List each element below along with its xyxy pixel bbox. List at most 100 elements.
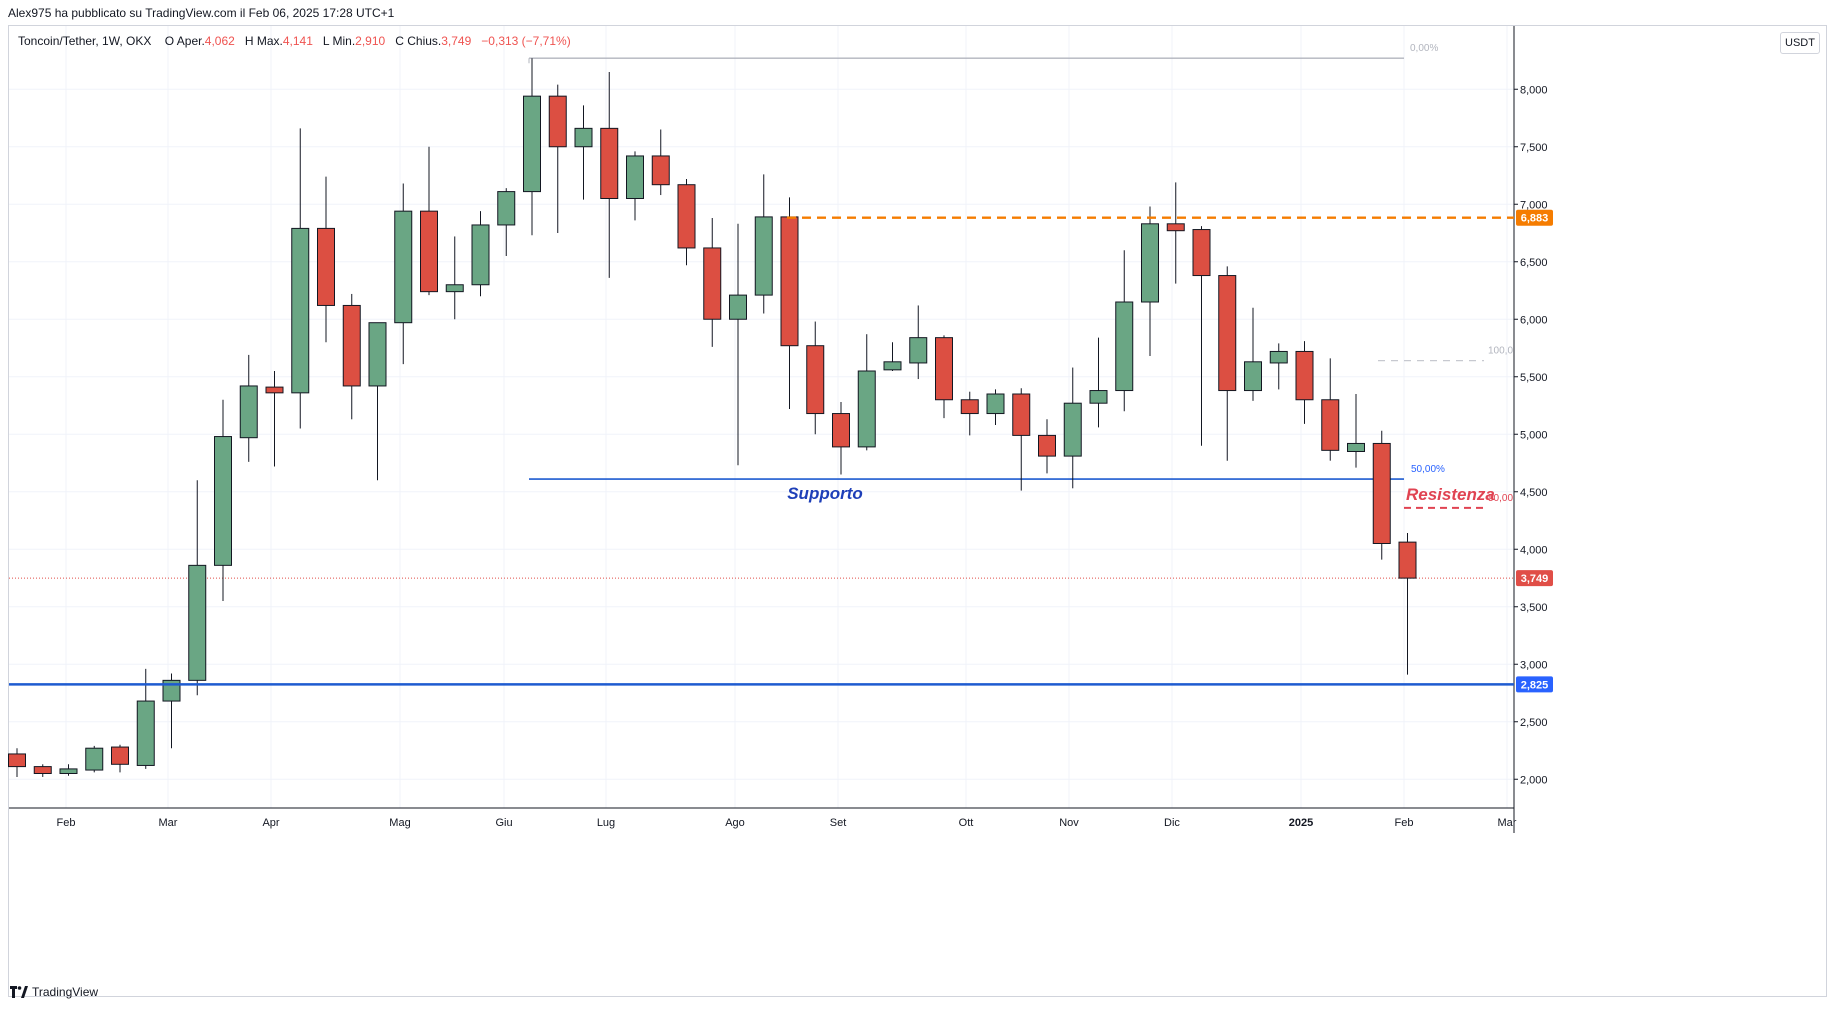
bearish-candle [1218, 275, 1237, 392]
bearish-candle [1372, 442, 1391, 545]
resistenza-annotation: Resistenza [1406, 485, 1495, 504]
bearish-candle [1166, 223, 1185, 232]
bearish-candle [832, 413, 850, 448]
bullish-candle [368, 322, 387, 387]
bearish-candle [651, 155, 670, 186]
time-tick-label: Mar [1498, 817, 1517, 829]
bullish-candle [1063, 402, 1082, 457]
bullish-candle [1269, 350, 1288, 364]
bullish-candle [188, 564, 207, 681]
time-tick-label: 2025 [1289, 817, 1313, 829]
change-value: −0,313 (−7,71%) [481, 34, 571, 48]
time-tick-label: Giu [495, 817, 512, 829]
close-value: 3,749 [441, 34, 472, 48]
bullish-candle [1089, 390, 1108, 404]
bullish-candle [883, 361, 902, 371]
price-tick-label: 4,500 [1520, 487, 1548, 499]
low-text: Min. [332, 34, 356, 48]
price-tick-label: 2,000 [1520, 774, 1548, 786]
bullish-candle [239, 385, 258, 439]
open-text: Aper. [176, 34, 205, 48]
open-label: O [164, 34, 175, 48]
bearish-candle [548, 95, 567, 148]
price-tick-label: 4,000 [1520, 544, 1548, 556]
support-price-label: 2,825 [1521, 679, 1549, 691]
bearish-candle [33, 766, 52, 774]
bearish-candle [703, 247, 722, 320]
high-value: 4,141 [282, 34, 313, 48]
price-tick-label: 3,500 [1520, 602, 1548, 614]
bullish-candle [85, 747, 104, 771]
bullish-candle [729, 294, 747, 320]
bullish-candle [626, 155, 644, 199]
fib-label: 50,00% [1411, 464, 1445, 475]
time-tick-label: Set [830, 817, 847, 829]
bearish-candle [111, 746, 129, 765]
current-price-tag [1516, 570, 1553, 587]
bullish-candle [1141, 223, 1159, 303]
bullish-candle [1347, 442, 1365, 453]
price-tick-label: 5,000 [1520, 429, 1548, 441]
bullish-candle [1244, 361, 1262, 392]
bearish-candle [1038, 434, 1056, 457]
bearish-candle [780, 216, 799, 347]
tradingview-logo-icon [10, 986, 28, 998]
bullish-candle [986, 393, 1005, 415]
fib-label: 50,00 [1488, 493, 1513, 504]
bearish-candle [1321, 399, 1340, 451]
time-tick-label: Ott [959, 817, 974, 829]
time-tick-label: Mar [159, 817, 178, 829]
bearish-candle [1192, 229, 1211, 277]
publisher-line: Alex975 ha pubblicato su TradingView.com… [8, 6, 395, 20]
price-tick-label: 7,000 [1520, 199, 1548, 211]
bearish-candle [600, 127, 619, 200]
bearish-candle [677, 184, 696, 249]
bullish-candle [523, 95, 541, 193]
low-label: L [322, 34, 330, 48]
time-tick-label: Nov [1059, 817, 1079, 829]
bearish-candle [342, 304, 361, 387]
bullish-candle [857, 370, 876, 448]
close-label: C [395, 34, 404, 48]
time-tick-label: Apr [262, 817, 279, 829]
open-value: 4,062 [204, 34, 235, 48]
time-tick-label: Feb [1395, 817, 1414, 829]
time-tick-label: Mag [389, 817, 410, 829]
time-tick-label: Feb [57, 817, 76, 829]
ohlc-legend: Toncoin/Tether, 1W, OKX O Aper.4,062 H M… [18, 34, 571, 48]
bearish-candle [317, 227, 335, 306]
symbol-name[interactable]: Toncoin/Tether, 1W, OKX [18, 34, 152, 48]
price-tick-label: 8,000 [1520, 84, 1548, 96]
bearish-candle [420, 210, 438, 293]
price-tick-label: 2,500 [1520, 717, 1548, 729]
currency-unit-button[interactable]: USDT [1780, 32, 1820, 54]
bullish-candle [909, 337, 928, 364]
bullish-candle [754, 216, 773, 296]
price-tick-label: 6,500 [1520, 257, 1548, 269]
supporto-annotation: Supporto [787, 484, 863, 503]
fib-label: 100,0 [1488, 346, 1513, 357]
bullish-candle [136, 700, 155, 766]
bullish-candle [59, 768, 78, 775]
price-tick-label: 6,000 [1520, 314, 1548, 326]
current-price-label: 3,749 [1521, 573, 1549, 585]
bullish-candle [1115, 301, 1134, 392]
bearish-candle [935, 337, 953, 401]
low-value: 2,910 [355, 34, 386, 48]
bearish-candle [806, 345, 825, 415]
time-tick-label: Lug [597, 817, 615, 829]
bearish-candle [1295, 350, 1314, 401]
close-text: Chius. [407, 34, 442, 48]
bullish-candle [291, 227, 310, 394]
resistance-price-tag [1516, 209, 1553, 226]
price-tick-label: 7,500 [1520, 142, 1548, 154]
bullish-candle [394, 210, 413, 324]
bearish-candle [1398, 541, 1417, 579]
brand-name: TradingView [32, 985, 99, 999]
bearish-candle [265, 386, 284, 394]
footer-brand: TradingView [10, 985, 98, 999]
high-label: H [244, 34, 254, 48]
time-tick-label: Dic [1164, 817, 1180, 829]
bullish-candle [497, 191, 516, 226]
